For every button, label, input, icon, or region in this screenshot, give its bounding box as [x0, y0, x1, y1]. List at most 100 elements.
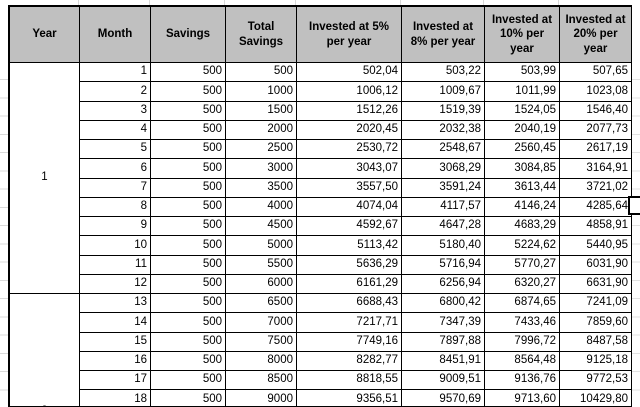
cell-savings[interactable]: 500: [150, 273, 226, 295]
cell-invested-5[interactable]: 7749,16: [296, 331, 402, 352]
cell-month[interactable]: 4: [79, 119, 151, 141]
cell-invested-5[interactable]: 9356,51: [296, 389, 402, 406]
cell-month[interactable]: 11: [79, 254, 151, 275]
cell-month[interactable]: 8: [79, 196, 151, 218]
cell-invested-10[interactable]: 5770,27: [484, 254, 560, 275]
cell-savings[interactable]: 500: [150, 215, 226, 237]
cell-total-savings[interactable]: 6500: [225, 292, 297, 314]
cell-cursor[interactable]: [628, 196, 640, 215]
cell-invested-20[interactable]: 2077,73: [559, 119, 631, 141]
cell-invested-8[interactable]: 2548,67: [401, 138, 485, 160]
cell-savings[interactable]: 500: [150, 369, 226, 391]
cell-total-savings[interactable]: 7500: [225, 331, 297, 352]
cell-invested-5[interactable]: 6161,29: [296, 273, 402, 295]
cell-invested-20[interactable]: 507,65: [559, 61, 631, 83]
cell-total-savings[interactable]: 3000: [225, 158, 297, 179]
cell-invested-8[interactable]: 2032,38: [401, 119, 485, 141]
cell-savings[interactable]: 500: [150, 350, 226, 372]
cell-savings[interactable]: 500: [150, 389, 226, 406]
cell-invested-20[interactable]: 10429,80: [559, 389, 631, 406]
cell-invested-8[interactable]: 9570,69: [401, 389, 485, 406]
cell-invested-10[interactable]: 1011,99: [484, 81, 560, 102]
cell-invested-20[interactable]: 8487,58: [559, 331, 631, 352]
cell-invested-5[interactable]: 5636,29: [296, 254, 402, 275]
cell-invested-10[interactable]: 7996,72: [484, 331, 560, 352]
cell-invested-20[interactable]: 3721,02: [559, 177, 631, 198]
cell-invested-10[interactable]: 9136,76: [484, 369, 560, 391]
cell-invested-8[interactable]: 1519,39: [401, 100, 485, 121]
cell-month[interactable]: 1: [79, 61, 151, 83]
cell-month[interactable]: 12: [79, 273, 151, 295]
cell-total-savings[interactable]: 4500: [225, 215, 297, 237]
cell-invested-8[interactable]: 4647,28: [401, 215, 485, 237]
cell-invested-5[interactable]: 7217,71: [296, 312, 402, 333]
cell-invested-5[interactable]: 1512,26: [296, 100, 402, 121]
cell-invested-8[interactable]: 4117,57: [401, 196, 485, 218]
cell-month[interactable]: 17: [79, 369, 151, 391]
cell-month[interactable]: 15: [79, 331, 151, 352]
cell-invested-8[interactable]: 9009,51: [401, 369, 485, 391]
cell-savings[interactable]: 500: [150, 292, 226, 314]
cell-month[interactable]: 16: [79, 350, 151, 372]
cell-invested-5[interactable]: 2530,72: [296, 138, 402, 160]
cell-savings[interactable]: 500: [150, 177, 226, 198]
cell-total-savings[interactable]: 8500: [225, 369, 297, 391]
cell-invested-20[interactable]: 1546,40: [559, 100, 631, 121]
cell-invested-20[interactable]: 6031,90: [559, 254, 631, 275]
cell-savings[interactable]: 500: [150, 100, 226, 121]
cell-invested-5[interactable]: 4592,67: [296, 215, 402, 237]
cell-invested-8[interactable]: 8451,91: [401, 350, 485, 372]
cell-invested-5[interactable]: 5113,42: [296, 235, 402, 256]
cell-total-savings[interactable]: 6000: [225, 273, 297, 295]
cell-invested-8[interactable]: 6256,94: [401, 273, 485, 295]
cell-total-savings[interactable]: 2000: [225, 119, 297, 141]
cell-invested-5[interactable]: 8818,55: [296, 369, 402, 391]
cell-savings[interactable]: 500: [150, 119, 226, 141]
cell-invested-8[interactable]: 3068,29: [401, 158, 485, 179]
cell-total-savings[interactable]: 3500: [225, 177, 297, 198]
cell-invested-10[interactable]: 6874,65: [484, 292, 560, 314]
cell-invested-5[interactable]: 8282,77: [296, 350, 402, 372]
cell-invested-5[interactable]: 3557,50: [296, 177, 402, 198]
cell-invested-8[interactable]: 1009,67: [401, 81, 485, 102]
cell-savings[interactable]: 500: [150, 331, 226, 352]
cell-invested-8[interactable]: 5716,94: [401, 254, 485, 275]
cell-invested-10[interactable]: 2560,45: [484, 138, 560, 160]
cell-year[interactable]: 1: [9, 62, 80, 294]
cell-invested-20[interactable]: 2617,19: [559, 138, 631, 160]
cell-year[interactable]: 2: [9, 293, 80, 406]
cell-invested-10[interactable]: 6320,27: [484, 273, 560, 295]
cell-total-savings[interactable]: 4000: [225, 196, 297, 218]
column-header-invested-10[interactable]: Invested at 10% per year: [484, 6, 560, 63]
cell-total-savings[interactable]: 2500: [225, 138, 297, 160]
cell-invested-20[interactable]: 7241,09: [559, 292, 631, 314]
column-header-savings[interactable]: Savings: [150, 6, 226, 63]
cell-month[interactable]: 14: [79, 312, 151, 333]
cell-invested-10[interactable]: 5224,62: [484, 235, 560, 256]
column-header-month[interactable]: Month: [79, 6, 151, 63]
cell-total-savings[interactable]: 9000: [225, 389, 297, 406]
cell-invested-5[interactable]: 2020,45: [296, 119, 402, 141]
cell-savings[interactable]: 500: [150, 138, 226, 160]
cell-total-savings[interactable]: 7000: [225, 312, 297, 333]
cell-savings[interactable]: 500: [150, 235, 226, 256]
cell-invested-20[interactable]: 3164,91: [559, 158, 631, 179]
cell-invested-10[interactable]: 1524,05: [484, 100, 560, 121]
cell-month[interactable]: 3: [79, 100, 151, 121]
cell-invested-10[interactable]: 503,99: [484, 61, 560, 83]
cell-invested-10[interactable]: 2040,19: [484, 119, 560, 141]
cell-invested-20[interactable]: 1023,08: [559, 81, 631, 102]
cell-invested-10[interactable]: 4683,29: [484, 215, 560, 237]
column-header-invested-8[interactable]: Invested at 8% per year: [401, 6, 485, 63]
cell-invested-5[interactable]: 3043,07: [296, 158, 402, 179]
column-header-year[interactable]: Year: [9, 6, 80, 63]
cell-invested-20[interactable]: 9772,53: [559, 369, 631, 391]
cell-invested-8[interactable]: 7347,39: [401, 312, 485, 333]
cell-total-savings[interactable]: 5000: [225, 235, 297, 256]
cell-month[interactable]: 10: [79, 235, 151, 256]
cell-savings[interactable]: 500: [150, 81, 226, 102]
column-header-invested-20[interactable]: Invested at 20% per year: [559, 6, 631, 63]
column-header-total-savings[interactable]: Total Savings: [225, 6, 297, 63]
cell-month[interactable]: 13: [79, 292, 151, 314]
cell-invested-5[interactable]: 4074,04: [296, 196, 402, 218]
